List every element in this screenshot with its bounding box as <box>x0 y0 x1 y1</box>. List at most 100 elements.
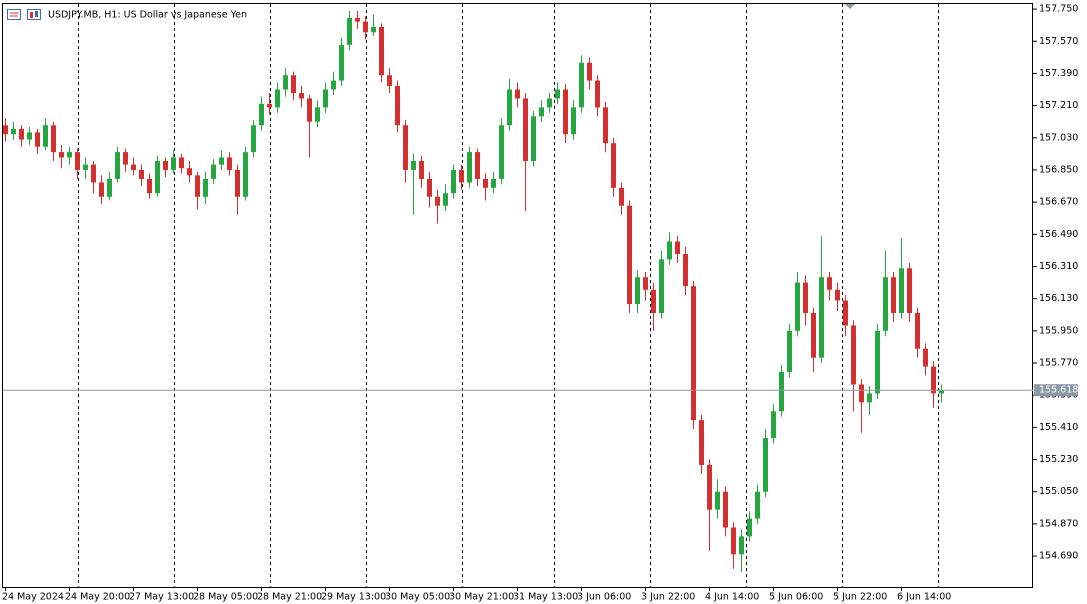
icon <box>30 12 33 18</box>
candle-body <box>459 169 464 183</box>
candle-body <box>811 312 816 358</box>
chart-title: USDJPY.MB, H1: US Dollar vs Japanese Yen <box>48 10 247 21</box>
x-tick-label: 27 May 13:00 <box>129 592 194 603</box>
candle-body <box>363 21 368 33</box>
candle-body <box>395 85 400 126</box>
candle-body <box>371 26 376 33</box>
candle-body <box>19 128 24 140</box>
candle-body <box>939 390 944 394</box>
candle-body <box>723 491 728 528</box>
x-tick-label: 30 May 05:00 <box>385 592 450 603</box>
candle-body <box>107 178 112 197</box>
candle-body <box>803 282 808 313</box>
candle-body <box>635 277 640 305</box>
candle-body <box>587 62 592 81</box>
candle-body <box>435 196 440 206</box>
candle-body <box>379 26 384 76</box>
last-price-box <box>1034 384 1078 397</box>
candle-body <box>571 107 576 135</box>
candle-body <box>251 125 256 153</box>
candle-body <box>595 80 600 108</box>
candle-body <box>467 152 472 183</box>
x-tick-label: 28 May 21:00 <box>257 592 322 603</box>
candle-body <box>235 169 240 197</box>
x-tick-label: 24 May 2024 <box>2 592 64 603</box>
x-tick-label: 3 Jun 06:00 <box>577 592 631 603</box>
candle-body <box>91 164 96 183</box>
candle-body <box>195 175 200 197</box>
candle-body <box>699 420 704 465</box>
candle-body <box>267 103 272 108</box>
y-tick-label: 154.690 <box>1039 551 1078 562</box>
y-tick-label: 156.670 <box>1039 197 1078 208</box>
candle-body <box>835 289 840 301</box>
y-tick-label: 157.570 <box>1039 36 1078 47</box>
candle-body <box>883 277 888 331</box>
candle-body <box>75 152 80 170</box>
y-tick-label: 156.310 <box>1039 261 1078 272</box>
candle-body <box>483 178 488 188</box>
candle-body <box>755 491 760 519</box>
candle-body <box>83 164 88 170</box>
y-tick-label: 157.210 <box>1039 100 1078 111</box>
candle-body <box>707 464 712 510</box>
candle-body <box>411 161 416 170</box>
x-tick-label: 4 Jun 14:00 <box>705 592 759 603</box>
candle-body <box>283 75 288 90</box>
candle-body <box>43 125 48 147</box>
x-tick-label: 5 Jun 06:00 <box>769 592 823 603</box>
candle-body <box>891 277 896 313</box>
candle-body <box>531 116 536 162</box>
candle-body <box>307 98 312 122</box>
candle-body <box>419 161 424 179</box>
candle-body <box>227 157 232 170</box>
y-tick-label: 155.770 <box>1039 358 1078 369</box>
candle-body <box>139 169 144 179</box>
candle-body <box>603 107 608 144</box>
x-tick-label: 30 May 21:00 <box>449 592 514 603</box>
y-tick-label: 157.030 <box>1039 132 1078 143</box>
candle-body <box>403 125 408 170</box>
y-tick-label: 155.410 <box>1039 422 1078 433</box>
candle-body <box>131 164 136 170</box>
x-tick-label: 24 May 20:00 <box>65 592 130 603</box>
candle-body <box>387 75 392 86</box>
candle-body <box>563 89 568 135</box>
candle-body <box>763 438 768 492</box>
candle-body <box>259 103 264 126</box>
candle-body <box>115 152 120 179</box>
candle-body <box>243 152 248 197</box>
candle-body <box>659 259 664 313</box>
candle-body <box>51 125 56 153</box>
candle-body <box>787 330 792 372</box>
candle-body <box>491 178 496 188</box>
y-tick-label: 157.390 <box>1039 68 1078 79</box>
candle-body <box>99 182 104 197</box>
candle-body <box>867 393 872 403</box>
candle-body <box>507 89 512 126</box>
x-tick-label: 3 Jun 22:00 <box>641 592 695 603</box>
candle-body <box>539 107 544 117</box>
candle-body <box>747 518 752 537</box>
y-tick-label: 155.230 <box>1039 454 1078 465</box>
candle-body <box>899 268 904 313</box>
candles <box>3 10 944 573</box>
candle-body <box>923 348 928 367</box>
x-tick-label: 5 Jun 22:00 <box>833 592 887 603</box>
shift-marker <box>845 4 855 9</box>
candle-body <box>323 89 328 108</box>
candle-body <box>667 241 672 260</box>
candle-body <box>331 80 336 90</box>
candle-body <box>291 75 296 94</box>
candle-body <box>827 277 832 290</box>
candle-body <box>619 187 624 206</box>
candle-body <box>27 132 32 140</box>
candle-body <box>187 168 192 176</box>
candle-body <box>59 152 64 158</box>
candle-body <box>547 98 552 108</box>
candle-body <box>651 289 656 313</box>
x-tick-label: 31 May 13:00 <box>513 592 578 603</box>
candle-body <box>795 282 800 331</box>
